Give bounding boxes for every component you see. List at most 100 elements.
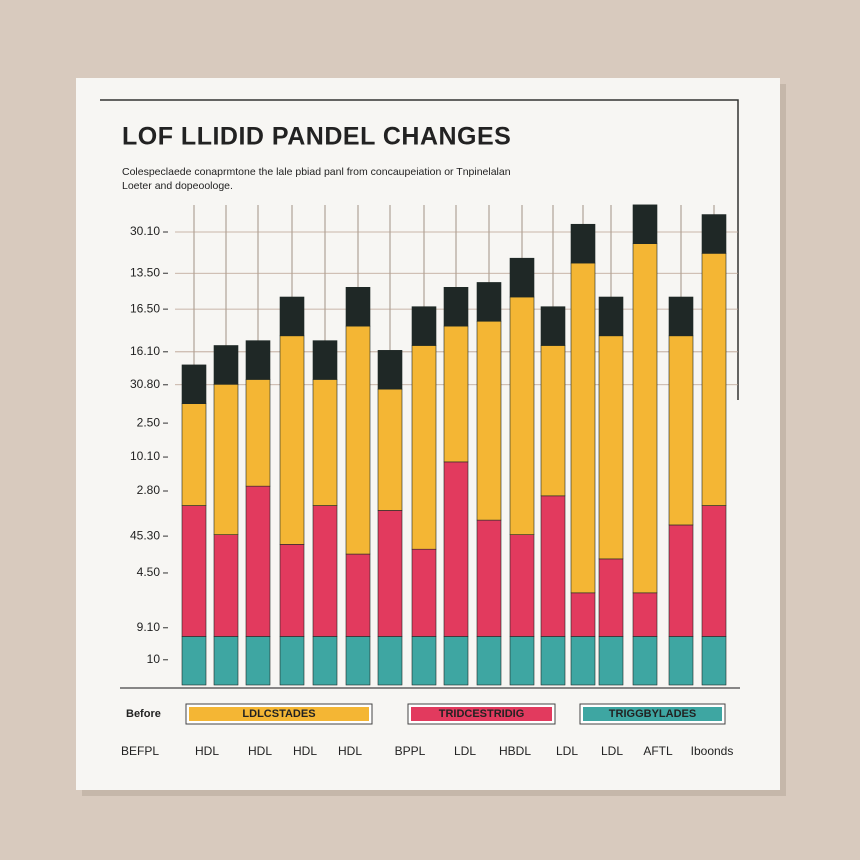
y-tick-label: 4.50 xyxy=(137,565,161,579)
y-tick-label: 10 xyxy=(147,652,161,666)
x-label: BPPL xyxy=(395,744,426,758)
bar-segment xyxy=(443,325,469,463)
y-tick-label: 2.50 xyxy=(137,415,161,429)
bar-segment xyxy=(540,636,566,686)
bar-segment xyxy=(540,345,566,497)
bar-segment xyxy=(540,495,566,637)
chart-title: LOF LLIDID PANDEL CHANGES xyxy=(122,123,511,151)
bar-segment xyxy=(377,388,403,511)
bar-segment xyxy=(345,286,371,327)
y-tick-label: 9.10 xyxy=(137,620,161,634)
y-tick-label: 10.10 xyxy=(130,449,160,463)
bar-segment xyxy=(345,636,371,686)
bar-segment xyxy=(570,636,596,686)
bar-segment xyxy=(181,364,207,404)
y-tick-label: 16.50 xyxy=(130,301,160,315)
bar-segment xyxy=(312,505,338,637)
x-label: HDL xyxy=(338,744,362,758)
bar-segment xyxy=(181,505,207,637)
bar-segment xyxy=(377,636,403,686)
bar-segment xyxy=(701,636,727,686)
x-label: HDL xyxy=(248,744,272,758)
bar-segment xyxy=(476,636,502,686)
bar-segment xyxy=(598,335,624,560)
legend-label: TRIGGBYLADES xyxy=(609,708,696,720)
bar-segment xyxy=(632,636,658,686)
bar-segment xyxy=(632,592,658,637)
bar-segment xyxy=(632,204,658,244)
y-tick-label: 45.30 xyxy=(130,528,160,542)
x-label: Iboonds xyxy=(691,744,734,758)
bar-segment xyxy=(411,636,437,686)
legend-title: Before xyxy=(126,708,161,720)
y-tick-label: 13.50 xyxy=(130,265,160,279)
bar-segment xyxy=(476,282,502,322)
y-tick-label: 30.80 xyxy=(130,377,160,391)
bar-segment xyxy=(312,636,338,686)
y-tick-label: 2.80 xyxy=(137,483,161,497)
bar-segment xyxy=(411,548,437,637)
bar-segment xyxy=(411,345,437,550)
bar-segment xyxy=(668,335,694,526)
bar-segment xyxy=(245,379,271,487)
legend-label: TRIDCESTRIDIG xyxy=(439,708,525,720)
x-label: LDL xyxy=(601,744,623,758)
legend-swatch xyxy=(583,707,722,721)
bar-segment xyxy=(509,296,535,535)
bar-segment xyxy=(476,519,502,637)
y-tick-label: 30.10 xyxy=(130,224,160,238)
bar-segment xyxy=(509,534,535,637)
bar-segment xyxy=(509,257,535,298)
bar-segment xyxy=(701,214,727,254)
bar-segment xyxy=(312,340,338,380)
bar-segment xyxy=(181,636,207,686)
bar-segment xyxy=(245,636,271,686)
bar-segment xyxy=(213,636,239,686)
bar-segment xyxy=(411,306,437,346)
subtitle: Colespeclaede conaprmtone the lale pbiad… xyxy=(122,166,511,178)
bar-segment xyxy=(598,636,624,686)
bar-segment xyxy=(668,524,694,637)
bar-segment xyxy=(668,296,694,337)
bar-segment xyxy=(598,296,624,337)
bar-segment xyxy=(598,558,624,637)
y-tick-label: 16.10 xyxy=(130,344,160,358)
x-label: HBDL xyxy=(499,744,531,758)
bar-segment xyxy=(570,262,596,594)
bar-segment xyxy=(213,345,239,385)
legend-swatch xyxy=(411,707,552,721)
frame-line xyxy=(100,99,739,400)
bar-segment xyxy=(213,383,239,535)
bar-segment xyxy=(701,253,727,506)
x-label: LDL xyxy=(454,744,476,758)
x-label: HDL xyxy=(195,744,219,758)
bar-segment xyxy=(540,306,566,346)
bar-segment xyxy=(668,636,694,686)
bar-segment xyxy=(570,223,596,264)
bar-segment xyxy=(345,553,371,637)
bar-segment xyxy=(279,335,305,545)
bar-segment xyxy=(377,350,403,390)
bar-segment xyxy=(377,510,403,637)
bar-segment xyxy=(701,505,727,637)
bar-segment xyxy=(476,320,502,521)
bar-segment xyxy=(245,485,271,637)
bar-segment xyxy=(632,243,658,594)
bar-segment xyxy=(245,340,271,380)
bar-segment xyxy=(279,544,305,637)
bar-segment xyxy=(279,296,305,337)
x-label: LDL xyxy=(556,744,578,758)
x-label: AFTL xyxy=(643,744,673,758)
x-label: BEFPL xyxy=(121,744,159,758)
bar-segment xyxy=(443,286,469,327)
bar-segment xyxy=(181,403,207,506)
bar-segment xyxy=(570,592,596,637)
bar-segment xyxy=(443,636,469,686)
bar-segment xyxy=(509,636,535,686)
bar-segment xyxy=(345,325,371,555)
legend-swatch xyxy=(189,707,369,721)
subtitle: Loeter and dopeoologe. xyxy=(122,180,233,192)
bar-segment xyxy=(312,379,338,506)
